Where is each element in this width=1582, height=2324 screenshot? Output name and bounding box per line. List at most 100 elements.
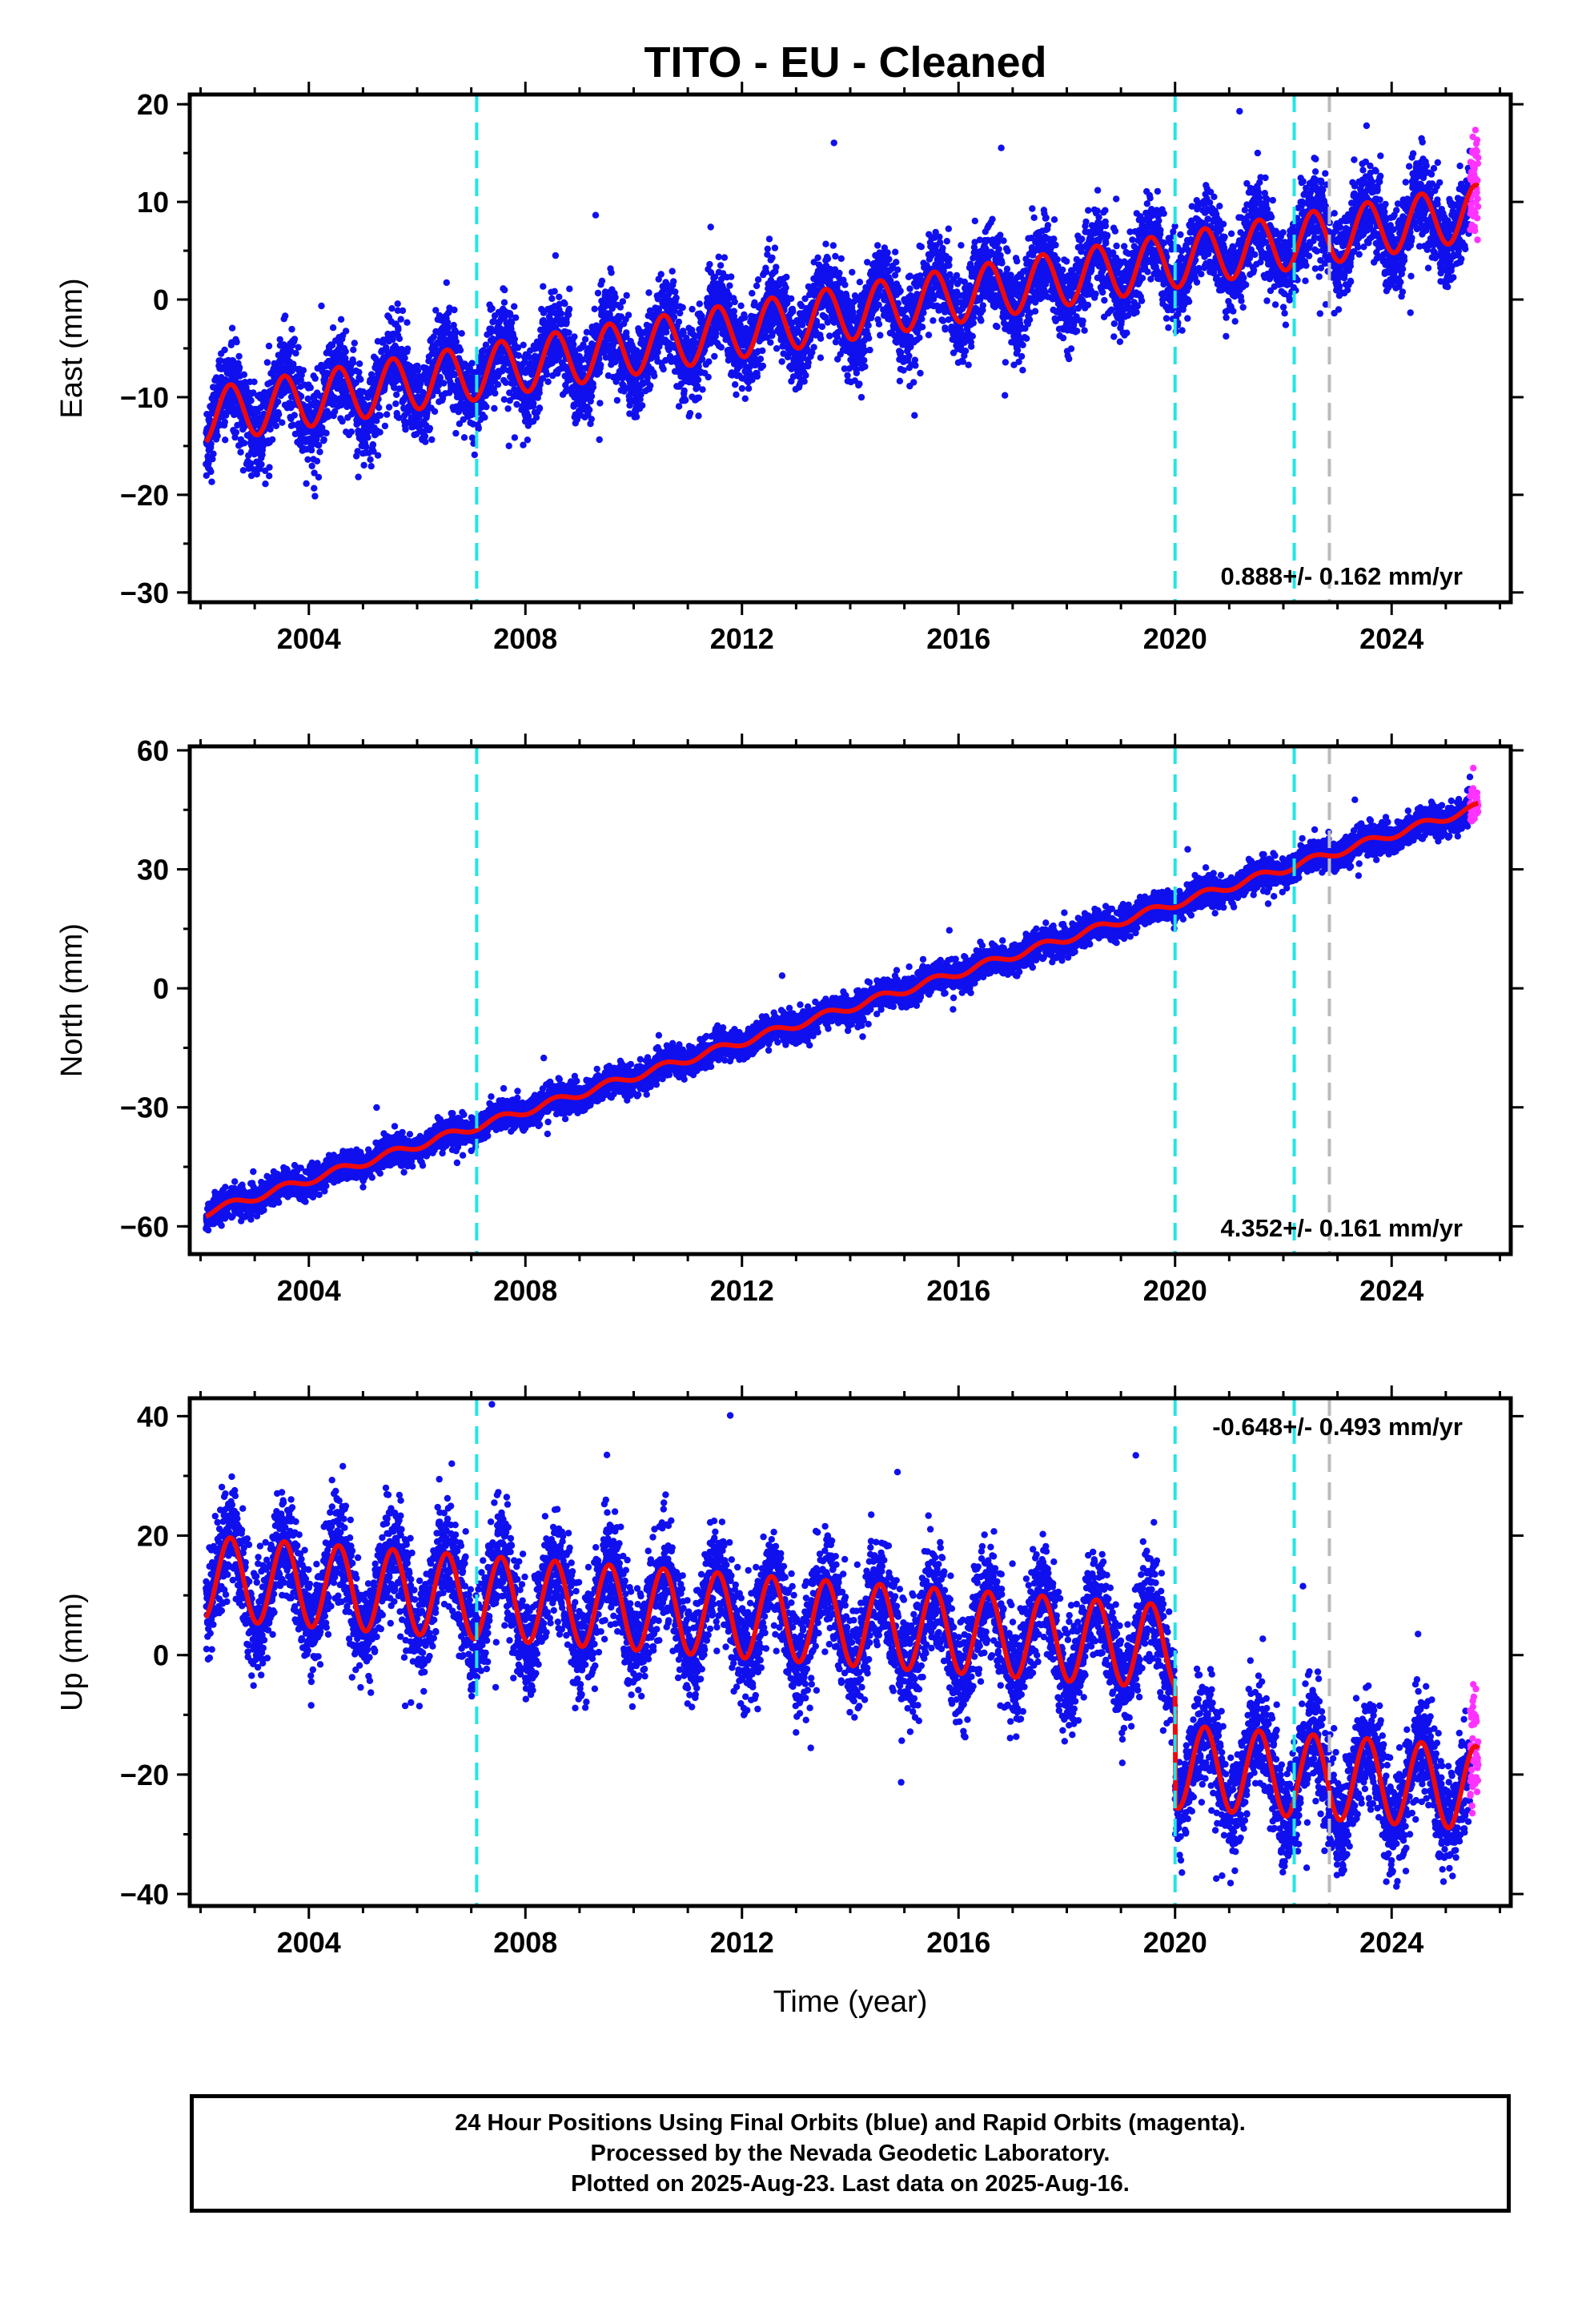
data-point: [594, 289, 602, 297]
data-point: [979, 302, 987, 309]
data-point: [969, 332, 977, 340]
data-point: [588, 416, 595, 423]
data-point: [282, 312, 289, 320]
data-point: [884, 249, 891, 256]
data-point: [494, 381, 502, 388]
data-point: [893, 259, 900, 266]
data-point: [857, 393, 865, 401]
data-point: [291, 336, 299, 343]
data-point: [504, 405, 512, 412]
data-point: [404, 345, 412, 352]
data-point: [764, 245, 771, 252]
data-point: [737, 302, 745, 309]
data-point: [788, 295, 795, 303]
data-point: [861, 356, 868, 364]
data-point: [548, 295, 556, 303]
data-point: [401, 354, 408, 362]
data-point: [866, 346, 873, 354]
data-point: [292, 349, 299, 357]
data-point: [363, 443, 370, 451]
data-point: [824, 255, 832, 263]
data-point: [877, 332, 884, 339]
data-point: [397, 316, 404, 323]
data-point: [235, 364, 243, 371]
data-point: [773, 263, 780, 271]
data-point: [612, 294, 619, 301]
data-point: [299, 367, 307, 374]
data-point: [765, 235, 773, 243]
data-point: [733, 391, 740, 398]
data-point: [591, 305, 598, 312]
data-point: [978, 317, 985, 324]
data-point: [945, 225, 953, 232]
data-point: [431, 408, 439, 415]
data-point: [471, 451, 478, 459]
data-point: [247, 396, 255, 404]
data-point: [759, 347, 766, 355]
data-point: [488, 305, 496, 312]
data-point: [706, 260, 713, 268]
data-point: [320, 436, 327, 444]
data-point: [316, 448, 323, 456]
data-point: [511, 336, 518, 343]
data-point: [440, 380, 448, 387]
data-point: [375, 404, 383, 412]
data-point: [511, 434, 519, 441]
data-point: [309, 440, 316, 448]
data-point: [598, 277, 606, 284]
data-point: [395, 326, 402, 333]
data-point: [329, 324, 337, 332]
panel-east: 2004 2008 2012 2016 2020 2024−30−20−1001020Ea…: [55, 82, 1524, 655]
data-point: [971, 217, 979, 225]
data-point: [481, 414, 488, 421]
data-point: [670, 313, 678, 321]
data-point: [885, 255, 893, 263]
data-point: [551, 287, 558, 295]
data-point: [355, 473, 362, 480]
data-point: [759, 362, 767, 370]
data-point: [392, 400, 400, 408]
data-point: [619, 298, 627, 305]
data-point: [207, 440, 215, 448]
data-point: [491, 404, 498, 412]
data-point: [616, 304, 624, 311]
data-point: [231, 433, 239, 441]
data-point: [512, 314, 520, 321]
data-point: [853, 369, 861, 376]
data-point: [388, 305, 396, 312]
data-point: [918, 316, 926, 323]
data-point: [475, 424, 482, 432]
data-point: [483, 403, 490, 411]
data-point: [810, 344, 817, 351]
data-point: [837, 255, 845, 263]
data-point: [805, 359, 812, 366]
data-point: [836, 269, 843, 277]
data-point: [826, 332, 833, 340]
data-point: [911, 412, 918, 419]
data-point: [374, 452, 382, 459]
data-point: [654, 348, 661, 356]
data-point: [596, 436, 603, 444]
data-point: [645, 289, 652, 296]
data-point: [912, 362, 919, 369]
data-point: [369, 441, 377, 448]
data-point: [754, 276, 762, 283]
data-point: [396, 335, 404, 343]
data-point: [272, 422, 280, 429]
data-point: [818, 323, 826, 331]
data-point: [269, 436, 276, 444]
data-point: [905, 352, 913, 360]
data-point: [540, 283, 547, 290]
data-point: [757, 356, 765, 363]
data-point: [695, 394, 703, 401]
data-point: [896, 377, 904, 384]
data-point: [817, 335, 825, 342]
data-point: [304, 456, 311, 463]
data-point: [946, 262, 953, 269]
data-point: [608, 269, 615, 276]
data-point: [767, 339, 774, 346]
data-point: [565, 329, 572, 336]
data-point: [596, 400, 604, 407]
data-point: [530, 400, 537, 407]
data-point: [536, 389, 543, 396]
